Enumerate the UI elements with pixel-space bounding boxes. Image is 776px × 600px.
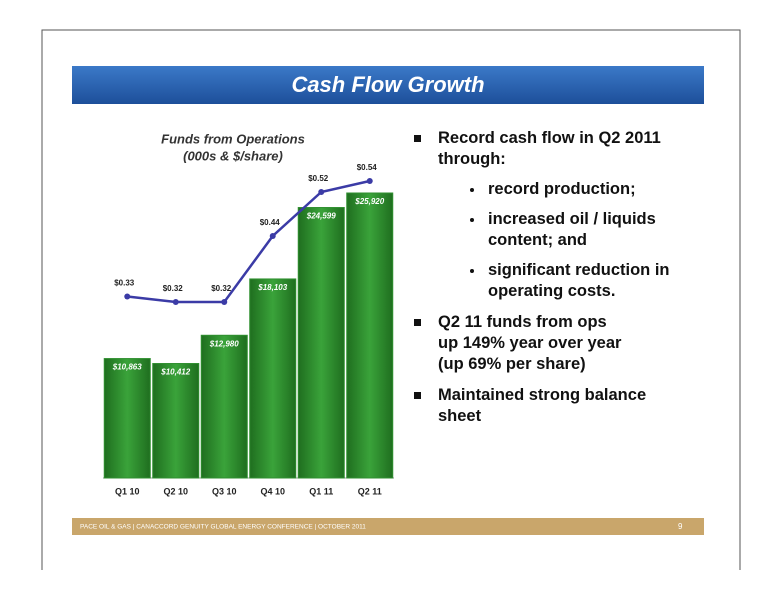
- x-tick-label: Q3 10: [212, 486, 237, 496]
- line-point: [318, 189, 325, 195]
- line-point: [366, 178, 373, 184]
- bullet: Maintained strong balance sheet: [412, 385, 712, 427]
- bullet-line: content; and: [488, 231, 587, 249]
- bullet-line: (up 69% per share): [438, 355, 586, 373]
- chart-subtitle: (000s & $/share): [183, 148, 283, 163]
- line: [127, 179, 371, 304]
- bullet: Q2 11 funds from ops up 149% year over ye…: [412, 312, 712, 375]
- sub-bullet: record production;: [438, 179, 712, 200]
- x-tick-label: Q2 10: [163, 486, 188, 496]
- slide-title: Cash Flow Growth: [291, 72, 484, 97]
- line-value-label: $0.33: [114, 279, 135, 288]
- x-tick-label: Q1 11: [309, 486, 333, 496]
- bullet-line: sheet: [438, 407, 482, 425]
- bar-value-label: $10,863: [112, 363, 142, 372]
- bullet-line: Q2 11 funds from ops: [438, 313, 607, 331]
- bar-value-label: $24,599: [306, 212, 336, 221]
- line-value-label: $0.32: [211, 284, 232, 293]
- chart: Q1 10 Q2 10 Q3 10 Q4 10 Q1 11 Q2 11 $10,863 $10…: [103, 163, 394, 496]
- footer-bar: [72, 518, 704, 535]
- bullet-line: increased oil / liquids: [488, 210, 656, 228]
- bullet-line: Maintained strong balance: [438, 386, 647, 404]
- line-point: [269, 233, 276, 239]
- line-value-label: $0.54: [357, 163, 378, 172]
- sub-bullet: significant reduction in operating costs.: [438, 260, 712, 302]
- bullet-line: up 149% year over year: [438, 334, 622, 352]
- line-value-label: $0.32: [163, 284, 184, 293]
- bullet-list: Record cash flow in Q2 2011 through: recor…: [412, 128, 712, 437]
- bar-value-label: $10,412: [160, 368, 190, 377]
- page-number: 9: [678, 522, 683, 531]
- bullet: Record cash flow in Q2 2011 through: recor…: [412, 128, 712, 302]
- bullet-line: Record cash flow in Q2 2011: [438, 129, 661, 147]
- sub-bullet: increased oil / liquids content; and: [438, 209, 712, 251]
- bar: [200, 334, 248, 479]
- bar: [152, 363, 200, 479]
- bar: [346, 192, 394, 479]
- x-tick-label: Q4 10: [260, 486, 285, 496]
- bullet-line: record production;: [488, 180, 636, 198]
- chart-title: Funds from Operations: [161, 131, 305, 146]
- bar-value-label: $25,920: [354, 197, 384, 206]
- bullet-line: operating costs.: [488, 282, 616, 300]
- bar: [297, 207, 345, 479]
- slide-border: [41, 29, 741, 570]
- bar: [249, 278, 297, 479]
- bullet-line: significant reduction in: [488, 261, 670, 279]
- x-tick-label: Q2 11: [358, 486, 382, 496]
- line-value-label: $0.44: [260, 218, 281, 227]
- bar-value-label: $18,103: [257, 283, 287, 292]
- bar: [103, 358, 151, 479]
- bullet-line: through:: [438, 150, 506, 168]
- footer-text: PACE OIL & GAS | CANACCORD GENUITY GLOBA…: [80, 524, 366, 531]
- title-bar: [72, 66, 704, 104]
- line-point: [221, 299, 228, 305]
- line-point: [124, 293, 131, 300]
- line-value-label: $0.52: [308, 174, 329, 183]
- line-point: [172, 299, 179, 305]
- x-tick-label: Q1 10: [115, 486, 140, 496]
- bar-value-label: $12,980: [209, 339, 239, 348]
